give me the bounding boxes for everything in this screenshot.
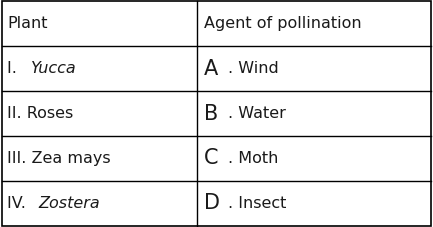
Text: . Insect: . Insect [227, 196, 286, 211]
Text: II. Roses: II. Roses [7, 106, 74, 121]
Text: . Moth: . Moth [227, 151, 278, 166]
Text: Yucca: Yucca [31, 61, 77, 76]
Text: D: D [204, 193, 220, 213]
Text: . Wind: . Wind [227, 61, 278, 76]
Text: III. Zea mays: III. Zea mays [7, 151, 111, 166]
Text: I.: I. [7, 61, 23, 76]
Text: Plant: Plant [7, 16, 48, 31]
Text: Zostera: Zostera [39, 196, 100, 211]
Text: . Water: . Water [227, 106, 285, 121]
Text: IV.: IV. [7, 196, 31, 211]
Text: B: B [204, 104, 218, 123]
Text: C: C [204, 148, 218, 168]
Text: Agent of pollination: Agent of pollination [204, 16, 361, 31]
Text: A: A [204, 59, 218, 79]
